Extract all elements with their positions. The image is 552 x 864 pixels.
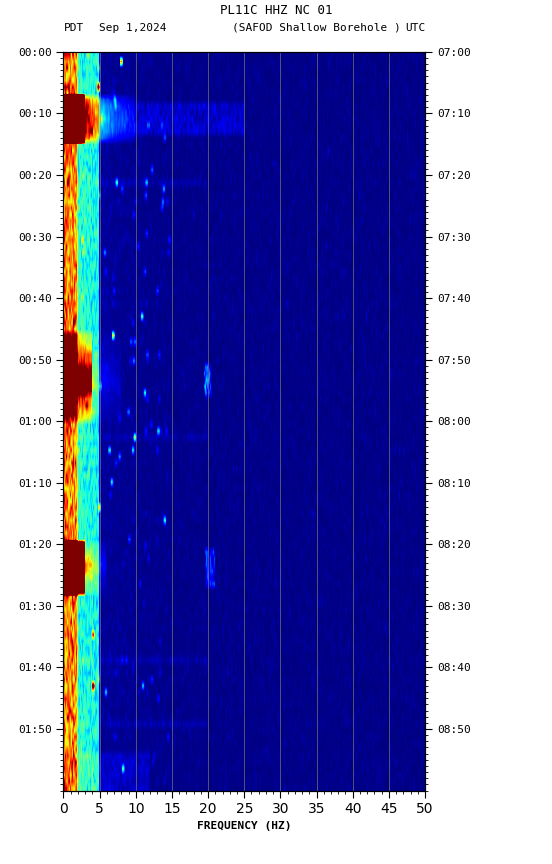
Text: Sep 1,2024: Sep 1,2024 [99,22,167,33]
X-axis label: FREQUENCY (HZ): FREQUENCY (HZ) [197,821,291,830]
Text: UTC: UTC [405,22,425,33]
Text: (SAFOD Shallow Borehole ): (SAFOD Shallow Borehole ) [232,22,401,33]
Text: PDT: PDT [63,22,84,33]
Text: PL11C HHZ NC 01: PL11C HHZ NC 01 [220,4,332,17]
